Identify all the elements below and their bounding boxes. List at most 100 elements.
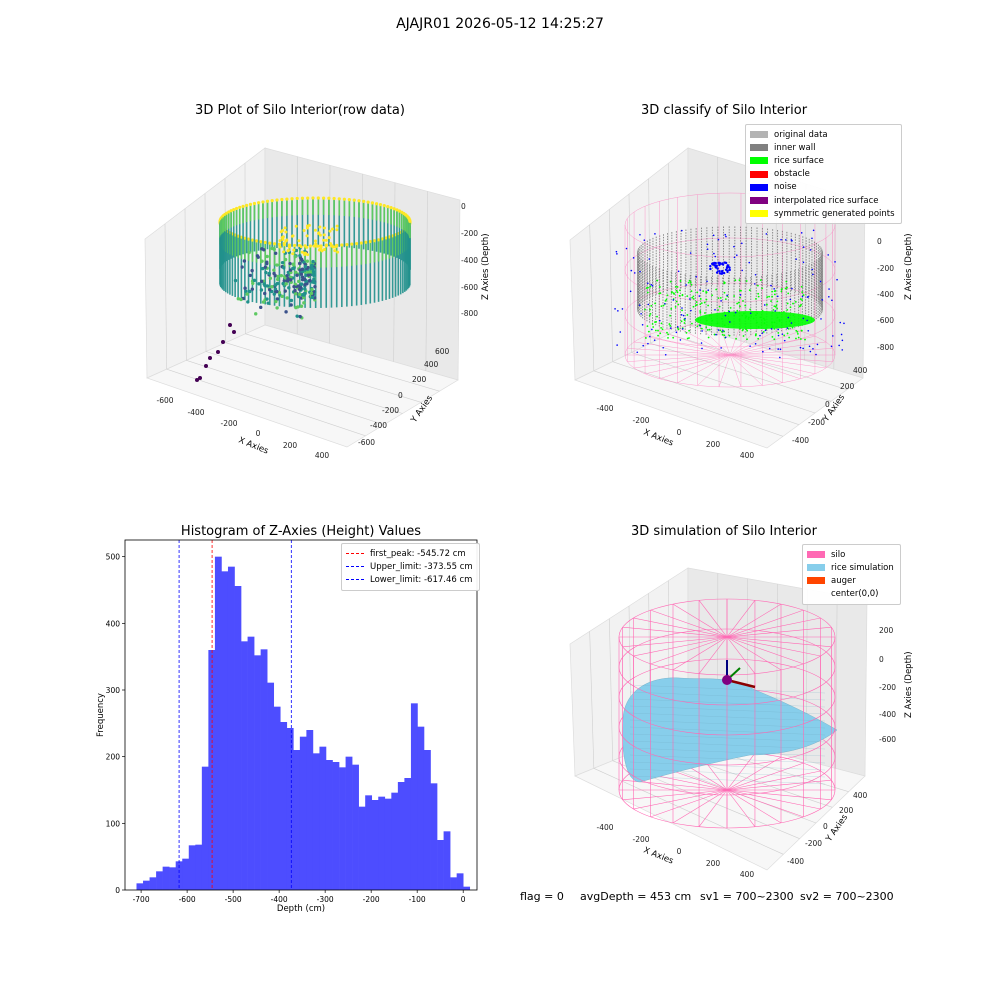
classify-noise-point (717, 238, 720, 241)
classify-rice-surface-point (720, 330, 723, 333)
raw-interior-point (285, 273, 289, 278)
raw-interior-point (299, 304, 304, 308)
simulation-z-tick-label: -200 (879, 683, 896, 692)
classify-silo-spoke (645, 335, 731, 356)
classify-rice-surface-point (681, 309, 683, 312)
classify-noise-cluster-point (722, 271, 726, 275)
raw-wall-top-point (337, 197, 341, 201)
classify-noise-point (776, 295, 779, 298)
raw-x-tick-label: -200 (220, 419, 237, 428)
raw-surface-point (278, 239, 282, 243)
simulation-z-tick-label: -400 (879, 710, 896, 719)
histogram-bar (247, 636, 255, 890)
classify-silo-spoke (697, 354, 731, 386)
raw-interior-point (285, 296, 289, 300)
classify-silo-spoke (645, 354, 731, 375)
classify-noise-point (808, 345, 811, 348)
raw-interior-point (298, 314, 302, 319)
raw-interior-point (302, 295, 306, 300)
simulation-silo-floor-spoke (726, 756, 782, 791)
classify-noise-point (789, 298, 792, 301)
classify-rice-surface-point (738, 279, 741, 282)
raw-interior-point (244, 289, 248, 293)
histogram-bar (345, 756, 353, 890)
raw-wall-top-point (316, 196, 320, 200)
classify-rice-surface-point (739, 296, 741, 299)
classify-rice-surface-point (700, 327, 703, 330)
simulation-z-axis-label: Z Axies (Depth) (904, 651, 914, 718)
classify-rice-surface-point (703, 312, 706, 314)
classify-plot-title: 3D classify of Silo Interior (640, 103, 808, 118)
classify-rice-surface-point (784, 287, 787, 290)
raw-wall-top-point (235, 206, 239, 211)
raw-interior-point (247, 250, 251, 255)
classify-noise-point (759, 334, 761, 337)
classify-rice-surface-point (771, 290, 774, 293)
classify-noise-point (713, 252, 715, 255)
classify-rice-surface-point (719, 296, 722, 299)
classify-grid-line (593, 370, 784, 437)
histogram-bar (423, 750, 431, 890)
simulation-x-axis-label: X Axies (642, 846, 675, 867)
classify-rice-surface-point (794, 300, 797, 303)
classify-noise-point (838, 344, 840, 347)
classify-rice-surface-point (768, 295, 771, 298)
simulation-legend-label: auger (831, 575, 856, 586)
raw-interior-point (246, 300, 250, 304)
histogram-x-tick-label: -300 (317, 895, 334, 904)
classify-rice-surface-point (776, 307, 779, 310)
classify-rice-surface-point (780, 290, 783, 293)
raw-interior-point (259, 305, 263, 310)
raw-surface-point (335, 244, 339, 248)
classify-rice-surface-point (770, 300, 772, 303)
raw-surface-point (329, 242, 333, 246)
histogram-x-tick-label: -500 (225, 895, 242, 904)
simulation-silo-roof-spoke (650, 609, 728, 638)
simulation-silo-roof-spoke (672, 636, 728, 671)
raw-interior-point (279, 273, 284, 278)
histogram-bar (188, 845, 196, 890)
histogram-bar (352, 764, 359, 890)
classify-noise-point (777, 334, 780, 337)
classify-silo-spoke (729, 354, 826, 369)
raw-interior-point (299, 272, 304, 276)
classify-rice-surface-point (691, 296, 694, 299)
classify-noise-point (821, 299, 824, 301)
classify-rice-surface-point (683, 322, 686, 324)
raw-interior-point (312, 277, 316, 281)
raw-surface-point (322, 248, 326, 252)
raw-grid-line (184, 208, 187, 361)
classify-silo-spoke (729, 354, 783, 383)
classify-noise-point (741, 242, 743, 245)
histogram-bar (319, 746, 327, 890)
classify-rice-surface-point (675, 289, 678, 292)
classify-noise-point (770, 327, 773, 330)
raw-interior-point (263, 265, 268, 269)
raw-y-tick-label: 600 (435, 347, 450, 356)
simulation-z-ticks: 200 0 -200 -400 -600 (879, 626, 896, 744)
classify-rice-surface-point (692, 297, 695, 300)
simulation-y-tick-label: -400 (787, 857, 804, 866)
classify-rice-surface-point (705, 298, 708, 301)
raw-z-ticks: 0 -200 -400 -600 -800 (461, 202, 478, 318)
classify-noise-cluster-point (715, 271, 719, 274)
histogram-bar (169, 867, 177, 890)
raw-interior-point (242, 259, 247, 263)
classify-noise-point (754, 342, 757, 345)
raw-wall-top-point (250, 238, 255, 242)
simulation-silo-roof-spoke (622, 626, 728, 638)
histogram-bar (227, 566, 235, 890)
raw-surface-point (305, 234, 309, 238)
classify-rice-surface-point (773, 290, 776, 293)
raw-interior-point (298, 253, 302, 258)
classify-rice-surface-point (757, 337, 760, 340)
histogram-bar (293, 750, 301, 890)
histogram-x-tick-label: -400 (271, 895, 288, 904)
raw-wall-top-point (380, 237, 385, 241)
classify-rice-surface-point (675, 300, 678, 303)
simulation-legend-entry: silo (807, 548, 894, 561)
raw-surface-point (312, 244, 316, 248)
raw-outlier-point (221, 340, 225, 344)
classify-noise-point (816, 343, 819, 346)
